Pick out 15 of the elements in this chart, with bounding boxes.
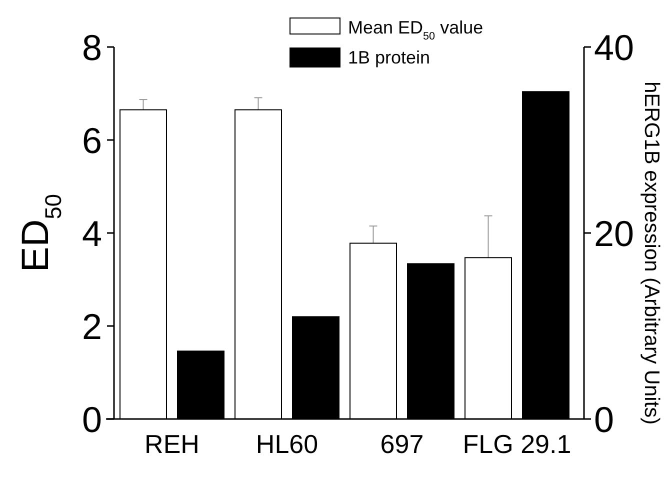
y-tick-label: 2 <box>82 306 102 347</box>
y-tick-label: 8 <box>82 26 102 68</box>
x-tick-label: REH <box>144 429 200 459</box>
y2-axis-title: hERG1B expression (Arbitrary Units) <box>640 81 663 425</box>
legend-label: Mean ED$_{50}$ value <box>348 17 484 42</box>
y2-tick-label: 0 <box>594 398 614 440</box>
legend-label: 1B protein <box>348 47 430 68</box>
y-tick-label: 6 <box>82 120 102 161</box>
y-tick-label: 4 <box>82 212 102 254</box>
x-tick-label: 697 <box>380 429 424 459</box>
x-tick-label: HL60 <box>256 429 318 459</box>
y2-tick-label: 20 <box>594 212 634 254</box>
x-tick-label: FLG 29.1 <box>462 429 572 459</box>
y2-tick-label: 40 <box>594 26 634 68</box>
y-tick-label: 0 <box>82 398 102 440</box>
